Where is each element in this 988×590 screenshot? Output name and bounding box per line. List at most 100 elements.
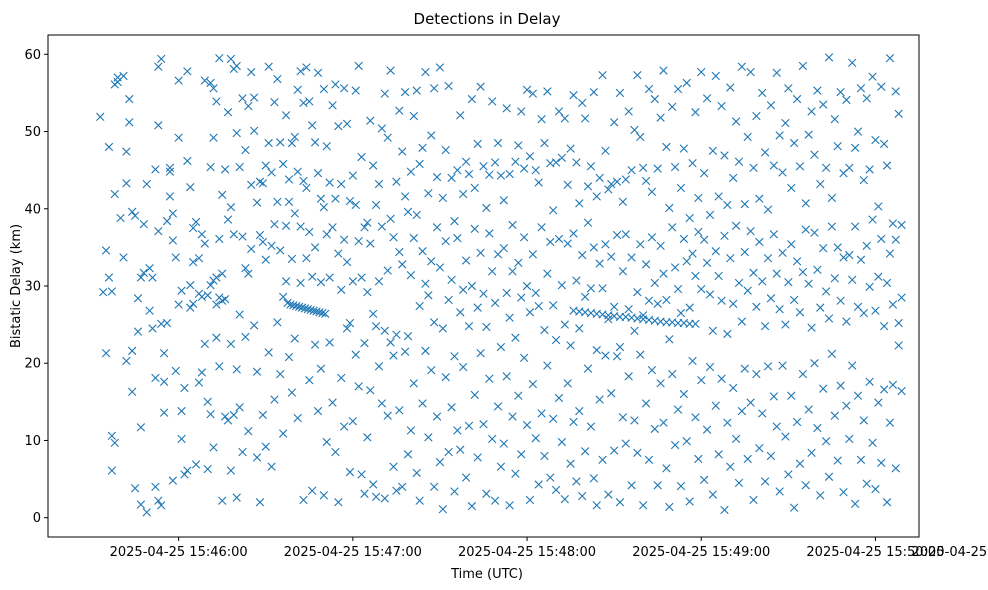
scatter-point <box>273 197 282 207</box>
scatter-point <box>517 107 526 116</box>
scatter-point <box>819 100 828 109</box>
scatter-point <box>241 145 250 155</box>
scatter-point <box>784 470 793 479</box>
scatter-point <box>517 450 526 459</box>
scatter-point <box>760 321 770 331</box>
scatter-point <box>264 348 273 357</box>
scatter-point <box>294 302 304 312</box>
scatter-point <box>894 109 903 118</box>
scatter-point <box>563 180 572 190</box>
scatter-point <box>578 491 587 501</box>
scatter-point <box>447 173 456 183</box>
scatter-point <box>801 225 810 234</box>
scatter-point <box>749 495 758 505</box>
scatter-point <box>238 94 247 103</box>
scatter-point <box>321 309 330 318</box>
scatter-point <box>787 391 796 400</box>
scatter-point <box>151 165 160 174</box>
scatter-point <box>258 179 268 188</box>
scatter-point <box>328 398 337 407</box>
scatter-point <box>528 379 538 389</box>
scatter-point <box>357 152 366 162</box>
scatter-point <box>659 66 668 75</box>
scatter-point <box>702 425 712 434</box>
scatter-point <box>624 304 633 314</box>
scatter-point <box>839 253 848 262</box>
scatter-point <box>766 101 776 110</box>
scatter-point <box>101 349 111 358</box>
scatter-point <box>836 87 845 97</box>
scatter-point <box>319 491 329 500</box>
scatter-point <box>283 298 292 308</box>
scatter-point <box>177 406 186 416</box>
scatter-point <box>772 422 781 431</box>
scatter-point <box>377 222 387 231</box>
scatter-point <box>641 260 651 269</box>
scatter-point <box>548 414 558 424</box>
scatter-point <box>159 408 169 417</box>
scatter-point <box>226 54 236 64</box>
scatter-point <box>418 399 427 408</box>
scatter-point <box>830 114 839 124</box>
scatter-point <box>429 84 439 93</box>
scatter-point <box>290 209 299 218</box>
scatter-point <box>139 220 148 229</box>
scatter-point <box>694 227 703 237</box>
scatter-point <box>682 257 691 266</box>
scatter-point <box>165 192 175 201</box>
scatter-point <box>708 490 718 499</box>
scatter-point <box>200 76 209 85</box>
scatter-point <box>162 318 172 328</box>
scatter-point <box>575 324 584 333</box>
scatter-point <box>412 210 421 220</box>
scatter-point <box>554 234 564 244</box>
scatter-point <box>647 365 657 375</box>
scatter-point <box>424 189 433 198</box>
scatter-point <box>363 218 372 227</box>
scatter-point <box>885 249 895 258</box>
scatter-point <box>879 139 889 149</box>
scatter-point <box>821 437 831 446</box>
scatter-point <box>206 162 215 172</box>
scatter-point <box>174 300 183 309</box>
scatter-point <box>496 462 506 471</box>
scatter-point <box>249 126 259 135</box>
scatter-point <box>586 422 596 431</box>
scatter-point <box>563 239 572 248</box>
scatter-point <box>673 284 683 294</box>
scatter-point <box>743 286 752 295</box>
scatter-point <box>595 259 604 268</box>
scatter-point <box>813 265 822 274</box>
scatter-point <box>470 183 479 193</box>
scatter-point <box>833 456 842 465</box>
scatter-point <box>662 142 671 152</box>
scatter-point <box>312 307 321 316</box>
scatter-point <box>543 361 552 370</box>
scatter-point <box>110 438 119 447</box>
scatter-point <box>691 271 700 281</box>
scatter-point <box>479 420 488 429</box>
scatter-point <box>154 496 163 505</box>
scatter-point <box>691 413 700 422</box>
scatter-point <box>194 254 204 263</box>
scatter-point <box>220 294 230 304</box>
scatter-point <box>171 253 180 262</box>
scatter-point <box>624 107 633 116</box>
scatter-point <box>647 233 657 242</box>
scatter-point <box>662 295 671 305</box>
scatter-point <box>697 67 706 77</box>
scatter-point <box>467 501 477 511</box>
scatter-point <box>374 277 384 286</box>
scatter-point <box>308 121 317 130</box>
scatter-point <box>789 295 799 305</box>
scatter-point <box>569 417 578 427</box>
scatter-point <box>377 399 387 408</box>
scatter-point <box>322 437 331 447</box>
scatter-point <box>607 179 616 189</box>
scatter-point <box>145 264 154 273</box>
scatter-point <box>168 476 178 485</box>
scatter-point <box>154 226 163 236</box>
scatter-point <box>856 455 866 464</box>
scatter-point <box>702 94 712 103</box>
scatter-point <box>342 324 352 333</box>
